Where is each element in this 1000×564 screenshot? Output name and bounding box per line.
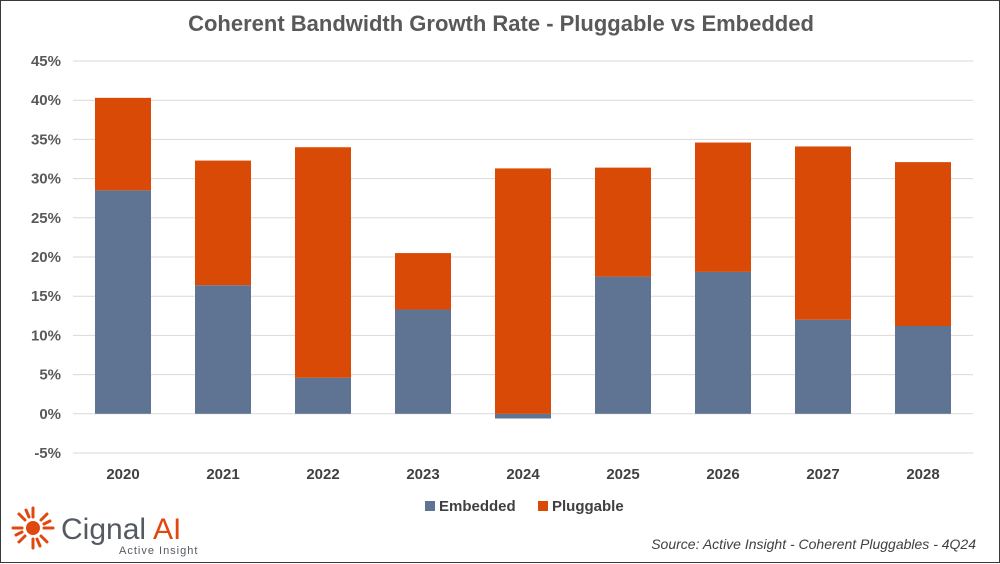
bar-pluggable-2027 xyxy=(795,146,851,320)
y-tick-label: 30% xyxy=(31,171,61,188)
bars xyxy=(95,97,951,419)
legend: Embedded Pluggable xyxy=(425,498,624,515)
x-tick-label: 2026 xyxy=(706,466,739,483)
bar-embedded-2023 xyxy=(395,309,451,414)
x-tick-label: 2021 xyxy=(206,466,239,483)
chart-title: Coherent Bandwidth Growth Rate - Pluggab… xyxy=(188,11,814,36)
y-tick-label: 5% xyxy=(39,367,61,384)
bar-pluggable-2026 xyxy=(695,142,751,272)
sun-burst-icon xyxy=(11,506,55,550)
y-tick-label: 15% xyxy=(31,288,61,305)
legend-label-embedded: Embedded xyxy=(439,498,516,515)
y-tick-label: 10% xyxy=(31,327,61,344)
x-tick-label: 2023 xyxy=(406,466,439,483)
bar-embedded-2025 xyxy=(595,276,651,414)
legend-swatch-pluggable xyxy=(538,501,548,511)
bar-embedded-2022 xyxy=(295,377,351,414)
bar-pluggable-2024 xyxy=(495,168,551,414)
bar-embedded-2027 xyxy=(795,319,851,414)
x-tick-label: 2025 xyxy=(606,466,639,483)
y-tick-label: 45% xyxy=(31,53,61,70)
y-tick-label: 40% xyxy=(31,92,61,109)
y-tick-label: 35% xyxy=(31,131,61,148)
bar-embedded-2028 xyxy=(895,325,951,414)
y-tick-label: -5% xyxy=(34,445,61,462)
bar-pluggable-2022 xyxy=(295,147,351,378)
bar-embedded-2026 xyxy=(695,271,751,414)
y-tick-label: 0% xyxy=(39,406,61,423)
source-note: Source: Active Insight - Coherent Plugga… xyxy=(651,536,976,552)
legend-label-pluggable: Pluggable xyxy=(552,498,624,515)
logo-tagline: Active Insight xyxy=(119,545,198,557)
bar-pluggable-2028 xyxy=(895,162,951,326)
bar-pluggable-2020 xyxy=(95,97,151,191)
bar-pluggable-2021 xyxy=(195,160,251,286)
logo-name: Cignal xyxy=(61,513,146,546)
x-tick-label: 2020 xyxy=(106,466,139,483)
bar-embedded-2024 xyxy=(495,413,551,419)
bar-embedded-2021 xyxy=(195,285,251,414)
bar-pluggable-2023 xyxy=(395,253,451,310)
x-tick-label: 2024 xyxy=(506,466,540,483)
logo-suffix: AI xyxy=(153,513,181,546)
y-tick-label: 25% xyxy=(31,210,61,227)
x-tick-label: 2028 xyxy=(906,466,939,483)
x-tick-label: 2027 xyxy=(806,466,839,483)
cignal-ai-logo: Cignal AI Active Insight xyxy=(11,506,198,557)
x-axis-ticks: 2020 2021 2022 2023 2024 2025 2026 2027 2028 xyxy=(106,466,939,483)
y-tick-label: 20% xyxy=(31,249,61,266)
y-axis-ticks: -5% 0% 5% 10% 15% 20% 25% 30% 35% 40% 45% xyxy=(31,53,61,462)
x-tick-label: 2022 xyxy=(306,466,339,483)
bar-embedded-2020 xyxy=(95,190,151,414)
bar-pluggable-2025 xyxy=(595,167,651,277)
legend-swatch-embedded xyxy=(425,501,435,511)
